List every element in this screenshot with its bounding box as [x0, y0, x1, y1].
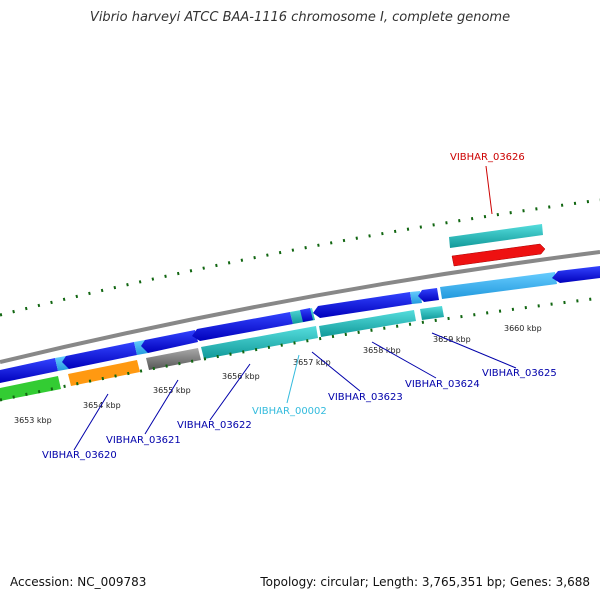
gene-callout-lines — [73, 165, 517, 451]
callout-line-03625 — [431, 332, 517, 369]
map-title: Vibrio harveyi ATCC BAA-1116 chromosome … — [89, 10, 511, 25]
gene-label-vibhar-03623: VIBHAR_03623 — [328, 392, 403, 403]
callout-line-03621 — [144, 379, 179, 435]
gene-label-vibhar-03625: VIBHAR_03625 — [482, 368, 557, 379]
gene-label-vibhar-03621: VIBHAR_03621 — [106, 435, 181, 446]
reverse-strand-genes[interactable] — [0, 306, 444, 401]
gene-label-vibhar-03620: VIBHAR_03620 — [42, 450, 117, 461]
gene-label-vibhar-03624: VIBHAR_03624 — [405, 379, 480, 390]
tick-label-3660: 3660 kbp — [504, 324, 542, 333]
gene-label-vibhar-03626: VIBHAR_03626 — [450, 152, 525, 163]
topology-summary: Topology: circular; Length: 3,765,351 bp… — [260, 575, 590, 589]
tick-label-3659: 3659 kbp — [433, 335, 471, 344]
callout-line-03624 — [371, 341, 437, 379]
tick-label-3653: 3653 kbp — [14, 416, 52, 425]
gene-labels: VIBHAR_03620 VIBHAR_03621 VIBHAR_03622 V… — [42, 152, 557, 461]
forward-strand-genes[interactable] — [0, 266, 600, 383]
callout-line-03623 — [311, 351, 361, 392]
tick-label-3657: 3657 kbp — [293, 358, 331, 367]
callout-line-00002 — [286, 354, 300, 404]
gene-feature-red[interactable] — [451, 243, 546, 267]
gene-label-vibhar-03622: VIBHAR_03622 — [177, 420, 252, 431]
callout-line-03626 — [485, 165, 493, 215]
gene-feature-cyan-upper[interactable] — [449, 224, 543, 248]
tick-label-3654: 3654 kbp — [83, 401, 121, 410]
callout-line-03622 — [209, 363, 251, 421]
callout-line-03620 — [73, 393, 109, 451]
accession-text: Accession: NC_009783 — [10, 575, 147, 589]
backbone-track — [0, 250, 600, 364]
gene-label-vibhar-00002: VIBHAR_00002 — [252, 406, 327, 417]
tick-label-3658: 3658 kbp — [363, 346, 401, 355]
